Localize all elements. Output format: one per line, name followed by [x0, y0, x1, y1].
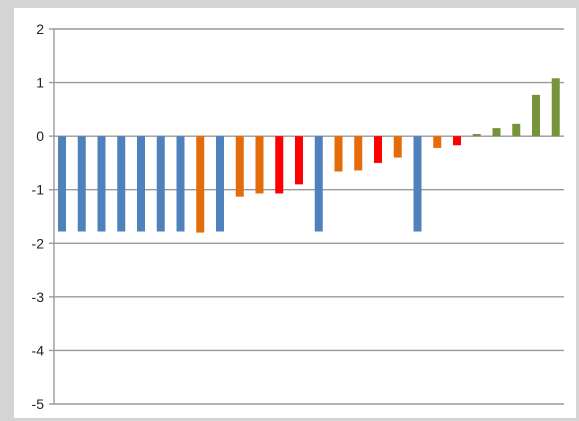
y-tick-label: 1 [36, 75, 44, 91]
bar [492, 128, 501, 137]
bar [255, 136, 264, 194]
y-tick-label: -1 [32, 182, 45, 198]
bar [354, 136, 363, 171]
bar [453, 136, 461, 146]
bar-chart: 2 1 0 -1 -2 -3 -4 -5 [32, 21, 564, 412]
bar [77, 136, 86, 232]
bar [472, 134, 481, 137]
bar [216, 136, 224, 232]
bar [433, 136, 442, 148]
y-tick-label: -5 [32, 396, 45, 412]
bar [413, 136, 422, 232]
bar [393, 136, 402, 158]
bar [117, 136, 126, 232]
bars [58, 78, 560, 233]
y-tick-label: -4 [32, 342, 45, 358]
bar [374, 136, 382, 163]
bar [196, 136, 205, 233]
bar [512, 123, 521, 137]
y-tick-label: 2 [36, 21, 44, 37]
y-tick-label: -2 [32, 235, 45, 251]
bar [295, 136, 303, 185]
bar [235, 136, 244, 197]
bar [551, 78, 560, 137]
bar [334, 136, 343, 172]
y-tick-label: -3 [32, 289, 45, 305]
chart-area: 2 1 0 -1 -2 -3 -4 -5 [14, 8, 576, 418]
y-tick-label: 0 [36, 128, 44, 144]
bar [176, 136, 185, 232]
gridlines [49, 28, 564, 405]
bar [156, 136, 165, 232]
bar [97, 136, 106, 232]
bar [314, 136, 323, 232]
bar [275, 136, 284, 194]
bar [58, 136, 66, 232]
y-axis-tick-labels: 2 1 0 -1 -2 -3 -4 -5 [32, 21, 45, 412]
bar [137, 136, 145, 232]
bar [532, 94, 540, 137]
